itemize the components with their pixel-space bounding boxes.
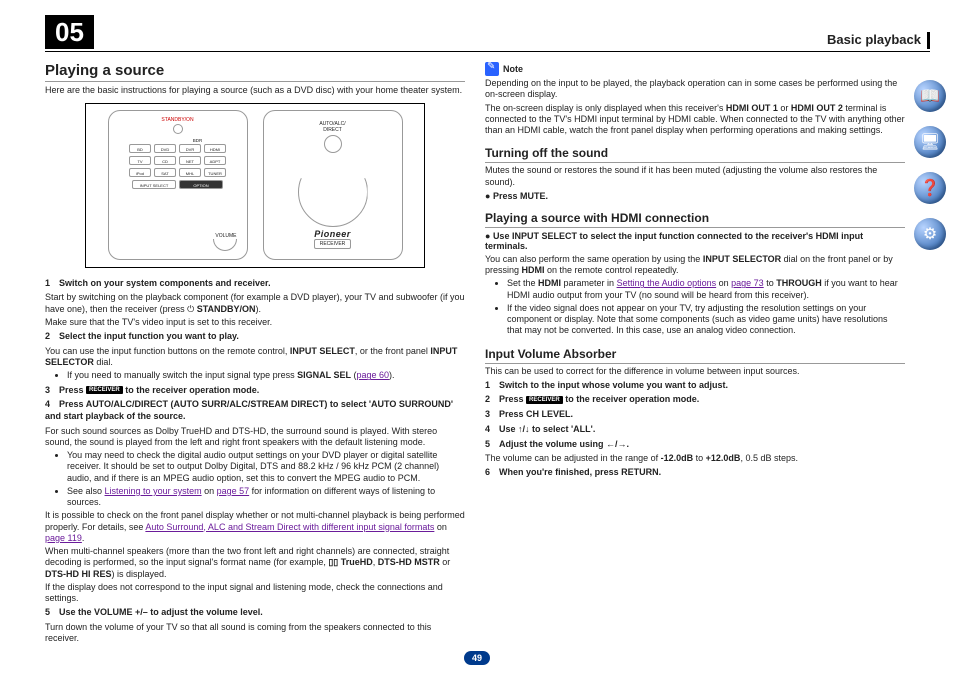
chapter-number: 05: [45, 15, 94, 49]
link-page73[interactable]: page 73: [731, 278, 764, 288]
side-icon-glossary[interactable]: 📖: [914, 80, 946, 112]
link-autosurr[interactable]: Auto Surround, ALC and Stream Direct wit…: [145, 522, 434, 532]
note-label: Note: [503, 64, 523, 74]
iva-heading: Input Volume Absorber: [485, 347, 905, 364]
link-page60[interactable]: page 60: [356, 370, 389, 380]
intro-text: Here are the basic instructions for play…: [45, 85, 465, 97]
link-page57[interactable]: page 57: [217, 486, 250, 496]
hdmi-heading: Playing a source with HDMI connection: [485, 211, 905, 228]
page-number: 49: [464, 651, 490, 665]
section-title: Basic playback: [827, 32, 930, 49]
note-icon: [485, 62, 499, 76]
link-page119[interactable]: page 119: [45, 533, 82, 543]
link-listening[interactable]: Listening to your system: [105, 486, 202, 496]
side-icon-setup[interactable]: 🖥: [914, 126, 946, 158]
link-audio-options[interactable]: Setting the Audio options: [617, 278, 717, 288]
remote-diagram: STANDBY/ON BDR BDDVDDVRHDMI TVCDNETADPT …: [85, 103, 425, 268]
side-icon-settings[interactable]: ⚙: [914, 218, 946, 250]
side-icon-help[interactable]: ❓: [914, 172, 946, 204]
turning-off-heading: Turning off the sound: [485, 146, 905, 163]
playing-source-heading: Playing a source: [45, 62, 465, 82]
